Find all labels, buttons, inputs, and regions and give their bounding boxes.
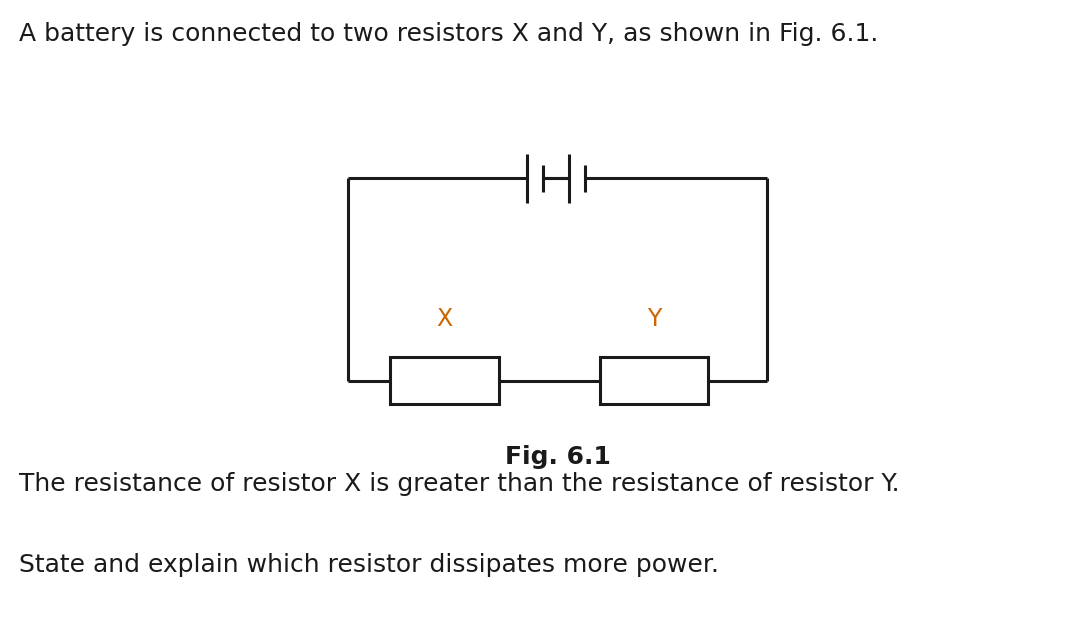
Text: X: X <box>436 307 453 331</box>
Text: A battery is connected to two resistors X and Y, as shown in Fig. 6.1.: A battery is connected to two resistors … <box>19 22 879 46</box>
Text: State and explain which resistor dissipates more power.: State and explain which resistor dissipa… <box>19 553 719 577</box>
Bar <box>390 357 499 404</box>
Text: Fig. 6.1: Fig. 6.1 <box>504 444 610 469</box>
Text: Y: Y <box>647 307 661 331</box>
Text: The resistance of resistor X is greater than the resistance of resistor Y.: The resistance of resistor X is greater … <box>19 472 900 496</box>
Bar <box>599 357 708 404</box>
